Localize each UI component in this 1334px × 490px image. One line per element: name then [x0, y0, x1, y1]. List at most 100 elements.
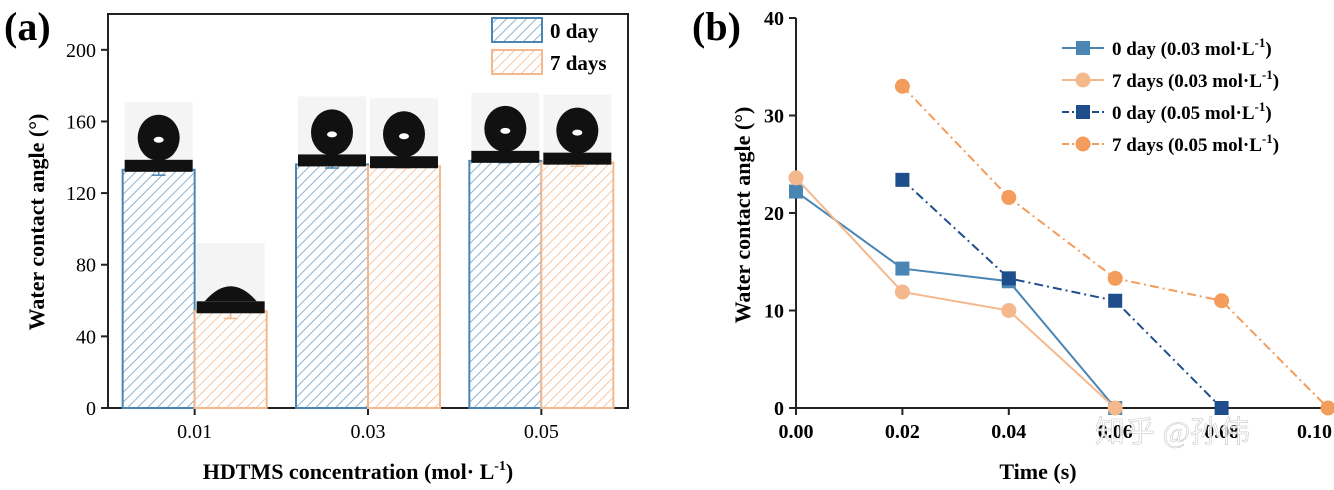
panel-b-xtick-label: 0.00 — [779, 421, 814, 443]
panel-b-ytick-label: 20 — [764, 203, 784, 225]
panel-b-xtick-label: 0.06 — [1098, 421, 1133, 443]
panel-b-legend-marker — [1076, 105, 1090, 119]
panel-a-legend-label: 7 days — [550, 51, 607, 75]
panel-b-legend-label: 7 days (0.03 mol·L-1) — [1112, 67, 1279, 92]
panel-b-legend-label-sup: -1 — [1262, 131, 1273, 146]
panel-a-bar — [367, 165, 441, 409]
panel-b-legend: 0 day (0.03 mol·L-1)7 days (0.03 mol·L-1… — [1062, 35, 1279, 156]
droplet-highlight — [327, 131, 337, 138]
panel-b-legend-label: 0 day (0.05 mol·L-1) — [1112, 99, 1272, 124]
panel-b-ytick-label: 40 — [764, 8, 784, 30]
panel-b-point — [1107, 400, 1123, 416]
panel-b-xlabel: Time (s) — [999, 459, 1076, 484]
panel-b-point — [1001, 303, 1017, 318]
panel-b-legend-label-main: 0 day (0.03 mol·L — [1112, 39, 1255, 60]
panel-b-legend-marker — [1076, 41, 1090, 55]
panel-b-legend-label-close: ) — [1265, 39, 1271, 60]
panel-b-point — [1108, 293, 1123, 308]
panel-a-legend-swatch — [491, 17, 543, 43]
panel-b-point — [1320, 400, 1334, 416]
droplet-photo — [370, 98, 438, 169]
watermark: 知乎 @孙伟 — [1095, 416, 1250, 449]
panel-a-xlabel-sup: -1 — [494, 459, 506, 474]
droplet — [204, 286, 257, 302]
panel-a-xlabel-main: HDTMS concentration (mol — [203, 459, 467, 484]
droplet-highlight — [572, 129, 583, 136]
droplet-substrate — [196, 301, 265, 314]
panel-a-legend-label: 0 day — [550, 19, 599, 43]
droplet-highlight — [153, 136, 164, 143]
droplet-photo — [196, 243, 265, 314]
panel-b-legend-label-close: ) — [1265, 103, 1271, 124]
panel-a-xtick-label: 0.05 — [524, 421, 559, 443]
panel-b-ytick-label: 0 — [774, 398, 784, 420]
panel-a-ytick-label: 0 — [86, 398, 96, 420]
panel-b-point — [894, 284, 910, 300]
panel-b-point — [788, 170, 804, 186]
panel-b-point — [1001, 189, 1017, 205]
panel-a-xtick-label: 0.01 — [177, 421, 212, 443]
panel-b-legend-label: 0 day (0.03 mol·L-1) — [1112, 35, 1272, 60]
panel-b-legend-marker — [1075, 136, 1091, 152]
panel-b-point — [895, 261, 910, 276]
panel-a-legend-swatch — [491, 49, 543, 75]
droplet-highlight — [399, 133, 409, 140]
panel-a-ytick-label: 200 — [66, 40, 96, 62]
droplet-photo — [543, 94, 612, 165]
panel-b-point — [789, 184, 803, 199]
panel-b-point — [1001, 271, 1016, 286]
panel-b-xtick-label: 0.04 — [991, 421, 1026, 443]
panel-a-bar — [540, 161, 615, 409]
panel-b-label: (b) — [692, 4, 741, 49]
panel-a-legend: 0 day 7 days — [491, 17, 607, 75]
panel-a-bar-chart: (a) 0 40 80 120 160 200 0.01 0.03 0.05 Water con… — [4, 4, 629, 484]
panel-a-ytick-label: 40 — [76, 326, 96, 348]
panel-a-ytick-label: 120 — [66, 183, 96, 205]
panel-b-legend-label-main: 0 day (0.05 mol·L — [1112, 103, 1255, 124]
droplet-photo — [124, 101, 193, 172]
panel-b-xtick-label: 0.08 — [1204, 421, 1239, 443]
panel-a-xlabel-close: ) — [506, 459, 513, 484]
panel-a-xlabel-unit: L — [474, 459, 494, 484]
panel-a-ytick-label: 80 — [76, 255, 96, 277]
panel-b-legend-label-sup: -1 — [1262, 67, 1273, 82]
panel-a-ylabel: Water contact angle (°) — [24, 114, 49, 331]
panel-b-series-line — [795, 190, 1116, 409]
panel-b-legend-label-main: 7 days (0.03 mol·L — [1112, 71, 1262, 92]
panel-b-legend-label-sup: -1 — [1255, 35, 1266, 50]
panel-b-legend-marker — [1075, 72, 1091, 88]
panel-b-point — [1107, 270, 1123, 286]
droplet-substrate — [543, 152, 612, 165]
panel-a-xlabel: HDTMS concentration (mol· L-1) — [203, 459, 514, 484]
panel-a-plot-area: 0 40 80 120 160 200 0.01 0.03 0.05 — [66, 13, 629, 443]
droplet-highlight — [500, 127, 511, 134]
panel-b-series-line — [901, 179, 1223, 409]
droplet-substrate — [298, 154, 366, 167]
panel-b-point — [1214, 401, 1229, 415]
panel-a-xlabel-dot: · — [467, 459, 474, 484]
panel-b-legend-label-main: 7 days (0.05 mol·L — [1112, 135, 1262, 156]
droplet-photo — [298, 96, 366, 167]
panel-b-point — [894, 78, 910, 94]
panel-a-bar — [193, 310, 268, 410]
panel-a-bar — [295, 163, 369, 409]
panel-b-legend-label: 7 days (0.05 mol·L-1) — [1112, 131, 1279, 156]
droplet-photo — [471, 92, 540, 163]
panel-b-line-chart: (b) 0 10 20 30 40 0.00 0.02 0.04 0.06 0.08 0.10 Wa… — [692, 4, 1334, 484]
panel-b-legend-label-close: ) — [1273, 135, 1279, 156]
panel-a-label: (a) — [4, 4, 51, 49]
panel-a-ytick-label: 160 — [66, 111, 96, 133]
panel-b-legend-label-sup: -1 — [1255, 99, 1266, 114]
droplet-substrate — [370, 156, 438, 169]
panel-b-xtick-label: 0.10 — [1297, 421, 1332, 443]
panel-b-point — [1214, 293, 1230, 309]
panel-b-ylabel: Water contact angle (°) — [730, 107, 755, 324]
panel-b-ytick-label: 10 — [764, 301, 784, 323]
panel-a-bar — [121, 168, 196, 409]
panel-a-bar — [468, 159, 543, 409]
panel-b-ytick-label: 30 — [764, 106, 784, 128]
panel-b-point — [895, 172, 910, 187]
panel-b-xtick-label: 0.02 — [885, 421, 920, 443]
panel-b-plot-area: 0 10 20 30 40 0.00 0.02 0.04 0.06 0.08 0.10 — [764, 8, 1334, 443]
